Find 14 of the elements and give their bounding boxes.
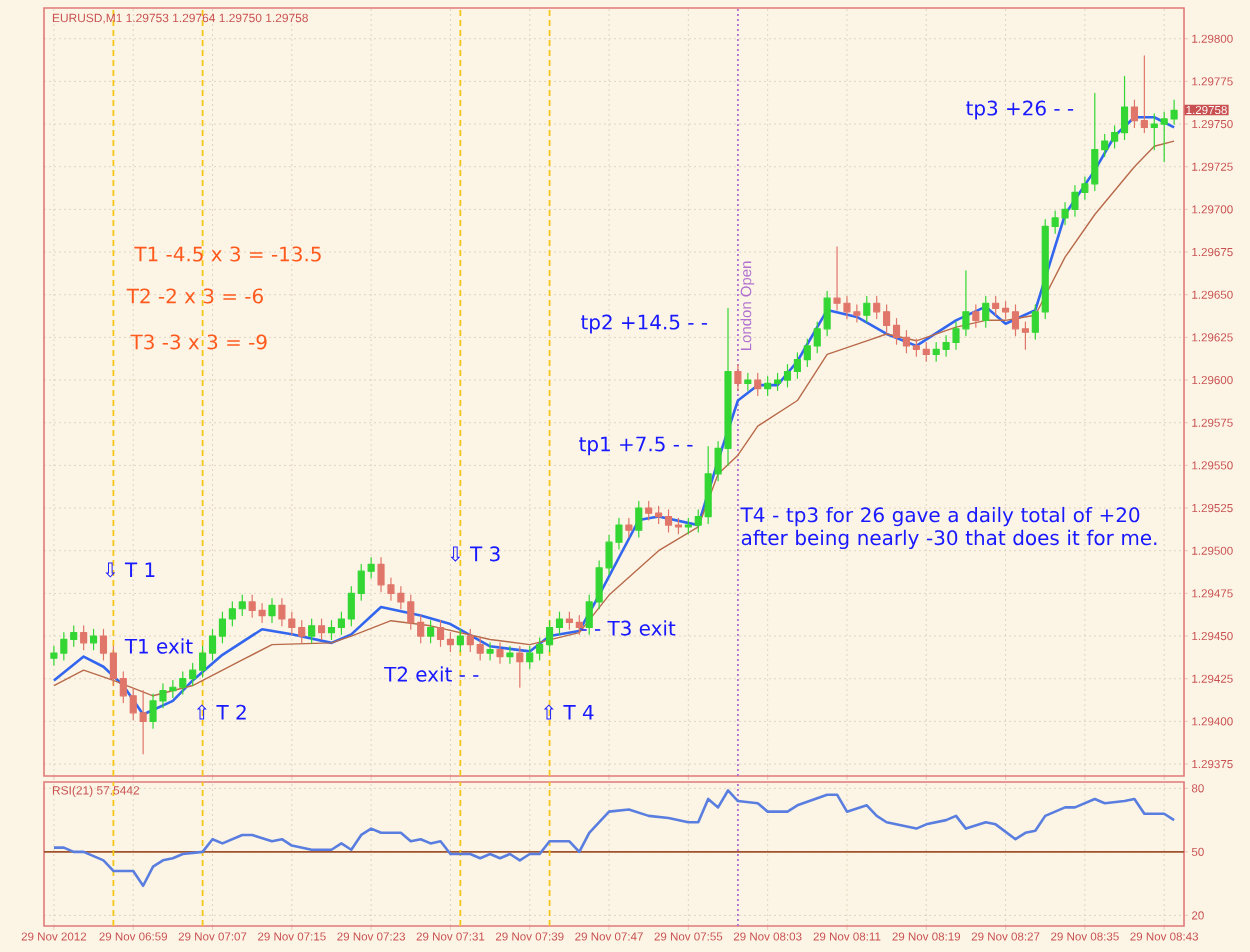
annotation: ⇧ T 2	[196, 704, 246, 720]
annotation: - - T3 exit	[581, 620, 676, 636]
annotation: T4 - tp3 for 26 gave a daily total of +20 after being nearly -30 that does it for me.	[740, 506, 1157, 550]
annotation: T2 -2 x 3 = -6	[126, 288, 263, 304]
annotation: tp2 +14.5 - -	[581, 314, 708, 334]
annotation: T1 exit	[124, 638, 193, 654]
annotation: ⇩ T 3	[450, 546, 500, 562]
annotation: tp3 +26 - -	[966, 100, 1074, 120]
annotation: T2 exit - -	[384, 666, 479, 682]
annotation: tp1 +7.5 - -	[579, 436, 693, 456]
annotation: ⇧ T 4	[543, 704, 594, 720]
annotation: T3 -3 x 3 = -9	[130, 334, 267, 350]
annotation: T1 -4.5 x 3 = -13.5	[134, 246, 321, 262]
annotation: ⇩ T 1	[105, 562, 155, 578]
